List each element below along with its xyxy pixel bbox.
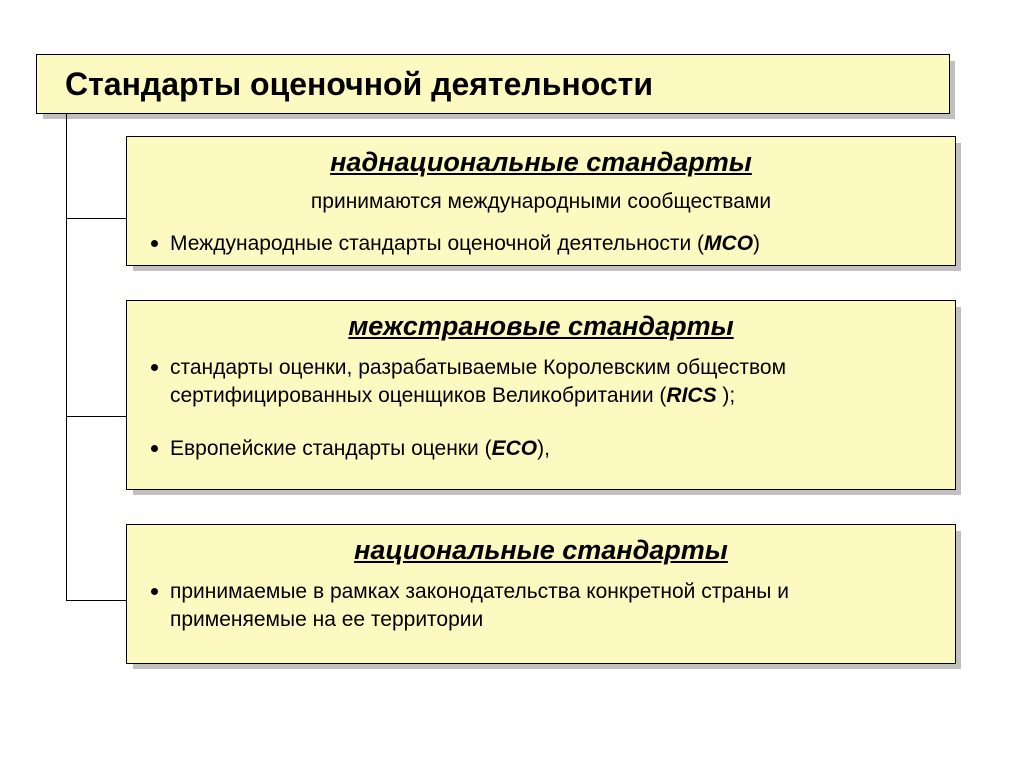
bullet-dot-icon (151, 240, 158, 247)
box2-bullet-1: Европейские стандарты оценки (ЕСО), (151, 435, 931, 463)
box1-lead: принимаются международными сообществами (151, 188, 931, 216)
tree-trunk (66, 114, 67, 600)
tree-branch-1 (66, 218, 126, 219)
box-national: национальные стандарты принимаемые в рам… (126, 524, 956, 664)
box1-bullet-0: Международные стандарты оценочной деятел… (151, 230, 931, 258)
header-box: Стандарты оценочной деятельности (36, 54, 950, 114)
header-title: Стандарты оценочной деятельности (65, 66, 653, 103)
box3-title: национальные стандарты (151, 535, 931, 566)
box3-bullet-0-text: принимаемые в рамках законодательства ко… (170, 578, 931, 635)
bullet-dot-icon (151, 445, 158, 452)
box1-bullet-0-text: Международные стандарты оценочной деятел… (170, 230, 760, 258)
box2-bullet-0: стандарты оценки, разрабатываемые Короле… (151, 354, 931, 411)
box3-bullet-0: принимаемые в рамках законодательства ко… (151, 578, 931, 635)
box-supranational: наднациональные стандарты принимаются ме… (126, 136, 956, 266)
bullet-dot-icon (151, 588, 158, 595)
box2-bullet-0-text: стандарты оценки, разрабатываемые Короле… (170, 354, 931, 411)
tree-branch-3 (66, 600, 126, 601)
box-intercountry: межстрановые стандарты стандарты оценки,… (126, 300, 956, 490)
box2-title: межстрановые стандарты (151, 311, 931, 342)
tree-branch-2 (66, 416, 126, 417)
box1-title: наднациональные стандарты (151, 147, 931, 178)
diagram-canvas: Стандарты оценочной деятельности наднаци… (0, 0, 1024, 768)
box2-bullet-1-text: Европейские стандарты оценки (ЕСО), (170, 435, 550, 463)
bullet-dot-icon (151, 364, 158, 371)
